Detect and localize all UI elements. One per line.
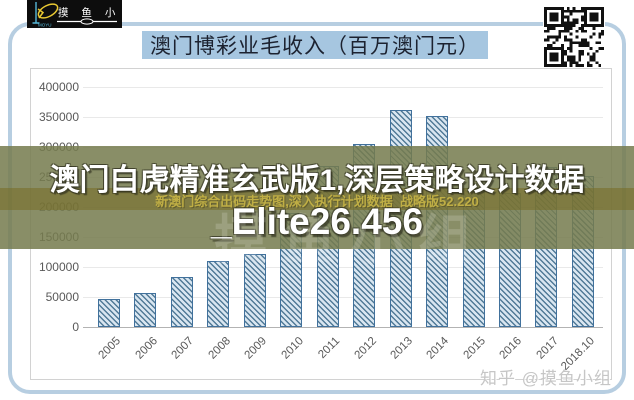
x-axis-tick: 2005 bbox=[96, 335, 124, 362]
x-axis-tick: 2006 bbox=[133, 335, 160, 362]
x-axis-tick: 2010 bbox=[279, 335, 306, 362]
overlay-banner: 澳门白虎精准玄武版1,深层策略设计数据 新澳门综合出码走势图,深入执行计划数据_… bbox=[0, 146, 634, 249]
x-axis-tick: 2007 bbox=[169, 335, 197, 362]
y-axis-tick: 0 bbox=[72, 320, 79, 334]
overlay-headline: 澳门白虎精准玄武版1,深层策略设计数据 bbox=[49, 164, 585, 197]
logo: MOYU 摸 鱼 小 组 bbox=[27, 0, 139, 28]
y-axis-tick: 50000 bbox=[45, 290, 79, 304]
y-axis-tick: 100000 bbox=[38, 260, 79, 274]
overlay-band-text: 新澳门综合出码走势图,深入执行计划数据_战略版52.220 bbox=[155, 194, 479, 209]
overlay-dark-band bbox=[0, 188, 634, 210]
fish-logo-icon: MOYU 摸 鱼 小 组 bbox=[27, 0, 139, 28]
x-axis-tick: 2016 bbox=[497, 335, 525, 362]
x-axis-tick: 2015 bbox=[461, 335, 488, 362]
x-axis-tick: 2009 bbox=[242, 335, 270, 362]
y-axis-tick: 350000 bbox=[38, 110, 79, 124]
x-axis-tick: 2013 bbox=[388, 335, 416, 362]
chart-title-highlight: 澳门博彩业毛收入（百万澳门元） bbox=[142, 31, 488, 59]
logo-text: 摸 鱼 小 组 bbox=[58, 6, 122, 19]
bar-2009 bbox=[243, 254, 266, 327]
qr-code bbox=[543, 6, 605, 68]
bar-2007 bbox=[170, 276, 193, 327]
gridline bbox=[83, 267, 603, 268]
bar-2005 bbox=[98, 298, 120, 327]
x-axis-tick: 2014 bbox=[424, 335, 452, 362]
overlay-subline: _Elite26.456 bbox=[211, 201, 423, 242]
x-axis-tick: 2011 bbox=[316, 335, 343, 361]
x-axis-line bbox=[83, 327, 603, 328]
gridline bbox=[83, 297, 603, 298]
chart-title: 澳门博彩业毛收入（百万澳门元） bbox=[150, 35, 480, 58]
bar-2008 bbox=[207, 261, 230, 327]
gridline bbox=[83, 117, 603, 118]
x-axis-tick: 2008 bbox=[206, 335, 233, 362]
bar-2006 bbox=[134, 292, 157, 327]
gridline bbox=[83, 87, 603, 88]
x-axis-tick: 2012 bbox=[352, 335, 379, 362]
svg-text:MOYU: MOYU bbox=[38, 23, 52, 28]
zhihu-watermark: 知乎 @摸鱼小组 bbox=[480, 369, 612, 388]
y-axis-tick: 400000 bbox=[38, 80, 79, 94]
x-axis-tick: 2017 bbox=[534, 335, 561, 362]
